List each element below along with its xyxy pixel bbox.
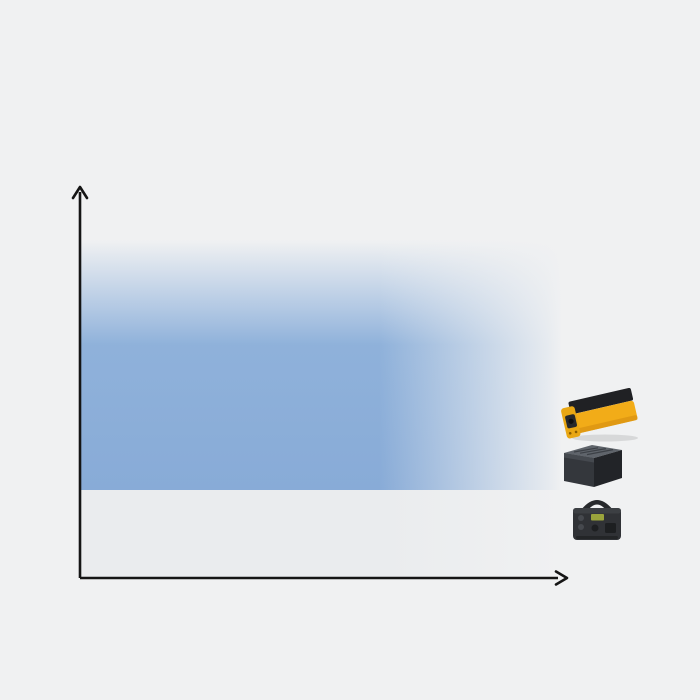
band-right-fade [81,240,562,578]
y-axis-arrow-icon [71,185,89,200]
bougerv-inverter-image [561,388,638,442]
battery-half-icon [269,591,289,625]
bougerv-fridge-image [564,445,622,487]
battery-full-icon [71,591,91,625]
others-power-station-image [573,500,621,540]
battery-low-icon [459,591,479,625]
x-axis-arrow-icon [554,570,569,586]
